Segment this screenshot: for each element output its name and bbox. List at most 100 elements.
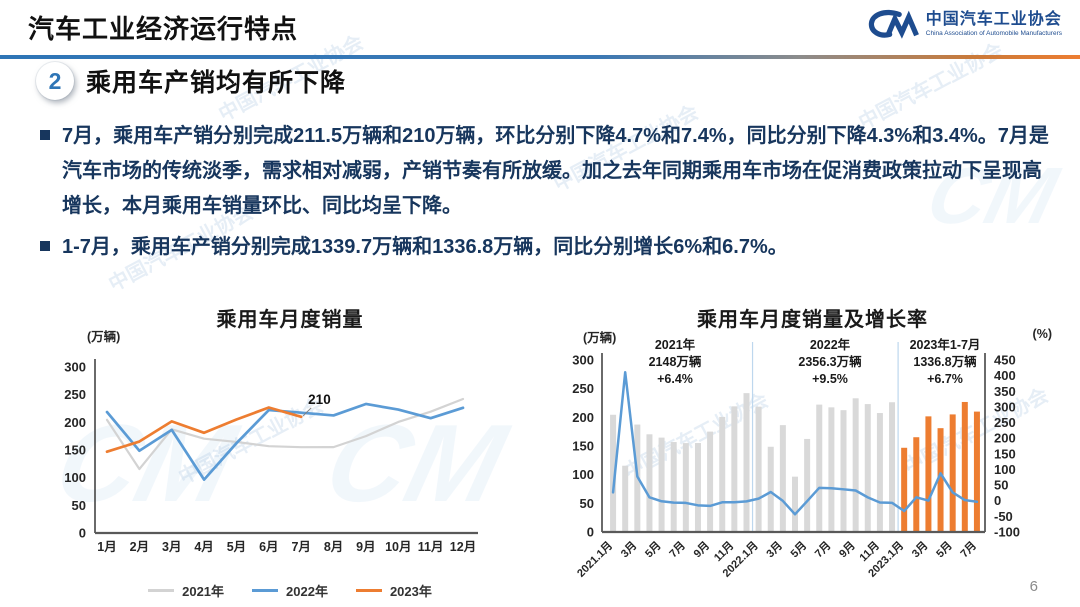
legend-swatch-icon xyxy=(252,589,279,592)
sales-bar-2022年 xyxy=(767,446,774,532)
left-chart-title: 乘用车月度销量 xyxy=(216,309,364,331)
annotation-2021: 2021年 2148万辆 +6.4% xyxy=(649,337,702,388)
x-tick-label: 2021.1月 xyxy=(574,539,615,580)
right-axis-tick: 100 xyxy=(994,462,1016,477)
x-tick-label: 6月 xyxy=(259,540,278,554)
left-axis-tick: 0 xyxy=(587,525,594,540)
sales-bar-2021年 xyxy=(658,437,665,532)
left-axis-tick: 50 xyxy=(580,496,594,511)
sales-bar-2022年 xyxy=(840,410,847,532)
slide-header: 汽车工业经济运行特点 中国汽车工业协会 China Association of… xyxy=(0,0,1080,60)
sales-bar-2022年 xyxy=(828,407,835,532)
point-label-leader xyxy=(302,407,312,417)
x-tick-label: 1月 xyxy=(97,540,116,554)
sales-bar-2022年 xyxy=(889,402,896,532)
series-line-2023年 xyxy=(105,406,303,454)
legend-label: 2022年 xyxy=(286,584,328,599)
sales-bar-2021年 xyxy=(682,443,689,532)
annotation-year: 2021年 xyxy=(654,338,696,352)
section-heading: 乘用车产销均有所下降 xyxy=(86,69,347,97)
x-tick-label: 3月 xyxy=(909,539,930,560)
right-axis-tick: 350 xyxy=(994,384,1016,399)
sales-bar-2023年 xyxy=(949,414,956,532)
y-tick-label: 300 xyxy=(64,360,86,375)
left-chart-unit-label: (万辆) xyxy=(87,330,121,344)
page-number: 6 xyxy=(1029,578,1038,595)
sales-bar-2022年 xyxy=(755,406,762,532)
bullet-item: 1-7月，乘用车产销分别完成1339.7万辆和1336.8万辆，同比分别增长6%… xyxy=(40,230,1056,265)
sales-bar-2023年 xyxy=(901,447,908,532)
cm-logo-icon xyxy=(868,9,919,39)
sales-bar-2022年 xyxy=(804,438,811,532)
right-axis-tick: 300 xyxy=(994,399,1016,414)
x-tick-label: 5月 xyxy=(642,539,663,560)
left-axis-tick: 250 xyxy=(572,381,594,396)
x-tick-label: 7月 xyxy=(291,540,310,554)
sales-bar-2021年 xyxy=(719,416,726,532)
y-tick-label: 250 xyxy=(64,387,86,402)
monthly-sales-growth-chart: 乘用车月度销量及增长率 (万辆) (%) 2021年 2148万辆 +6.4% … xyxy=(545,295,1080,607)
annotation-2023: 2023年1-7月 1336.8万辆 +6.7% xyxy=(910,337,981,388)
sales-bar-2021年 xyxy=(622,465,629,532)
y-tick-label: 200 xyxy=(64,415,86,430)
x-tick-label: 2月 xyxy=(130,540,149,554)
x-tick-label: 3月 xyxy=(764,539,785,560)
right-axis-tick: -50 xyxy=(994,509,1013,524)
right-axis-tick: 0 xyxy=(994,493,1001,508)
x-tick-label: 3月 xyxy=(162,540,181,554)
sales-bar-2021年 xyxy=(731,406,738,532)
x-tick-label: 7月 xyxy=(958,539,979,560)
section-number-badge: 2 xyxy=(36,62,74,100)
bullet-square-icon xyxy=(40,130,50,140)
sales-bar-2022年 xyxy=(852,398,859,532)
x-tick-label: 7月 xyxy=(667,539,688,560)
sales-bar-2021年 xyxy=(743,393,750,532)
sales-bar-2023年 xyxy=(913,437,920,532)
x-tick-label: 7月 xyxy=(812,539,833,560)
page-title: 汽车工业经济运行特点 xyxy=(28,14,299,44)
legend-swatch-icon xyxy=(148,589,175,592)
legend-swatch-icon xyxy=(355,589,382,592)
series-line-2021年 xyxy=(105,397,465,471)
growth-rate-line xyxy=(611,370,979,516)
y-tick-label: 150 xyxy=(64,443,86,458)
sales-bar-2023年 xyxy=(937,428,944,532)
sales-bar-2022年 xyxy=(792,476,798,532)
legend-label: 2021年 xyxy=(182,584,225,599)
org-logo: 中国汽车工业协会 China Association of Automobile… xyxy=(868,6,1062,42)
right-chart-left-unit-label: (万辆) xyxy=(583,331,617,345)
right-axis-tick: 250 xyxy=(994,415,1016,430)
x-tick-label: 9月 xyxy=(836,539,857,560)
sales-bar-2023年 xyxy=(973,411,980,532)
monthly-sales-line-chart: 乘用车月度销量 (万辆) 0 50 100 150 200 250 300 1月 2月 3月 4月 5… xyxy=(55,295,525,607)
right-axis-tick: 150 xyxy=(994,446,1016,461)
legend-item-2023年: 2023年 xyxy=(355,581,432,600)
point-label: 210 xyxy=(308,392,331,407)
annotation-growth: +9.5% xyxy=(812,371,848,386)
right-chart-title: 乘用车月度销量及增长率 xyxy=(697,309,928,331)
right-axis-tick: 400 xyxy=(994,368,1016,383)
sales-bar-2022年 xyxy=(876,413,883,532)
sales-bar-2021年 xyxy=(610,414,617,532)
legend-label: 2023年 xyxy=(389,584,432,599)
bullet-text: 1-7月，乘用车产销分别完成1339.7万辆和1336.8万辆，同比分别增长6%… xyxy=(62,236,788,259)
sales-bar-2021年 xyxy=(646,434,653,532)
left-axis-tick: 150 xyxy=(572,439,594,454)
x-tick-label: 9月 xyxy=(356,540,375,554)
annotation-total: 2148万辆 xyxy=(648,354,702,369)
bullet-text: 7月，乘用车产销分别完成211.5万辆和210万辆，环比分别下降4.7%和7.4… xyxy=(62,125,1049,217)
annotation-year: 2022年 xyxy=(809,338,851,352)
x-tick-label: 5月 xyxy=(933,539,954,560)
sales-bar-2023年 xyxy=(925,416,932,532)
x-tick-label: 10月 xyxy=(385,540,411,554)
left-axis-tick: 100 xyxy=(572,467,594,482)
sales-bar-2022年 xyxy=(816,404,823,532)
bullet-list: 7月，乘用车产销分别完成211.5万辆和210万辆，环比分别下降4.7%和7.4… xyxy=(40,119,1056,272)
x-tick-label: 4月 xyxy=(194,540,213,554)
annotation-total: 1336.8万辆 xyxy=(913,354,977,369)
x-tick-label: 5月 xyxy=(227,540,246,554)
x-tick-label: 12月 xyxy=(450,540,476,554)
y-tick-label: 50 xyxy=(72,498,86,513)
